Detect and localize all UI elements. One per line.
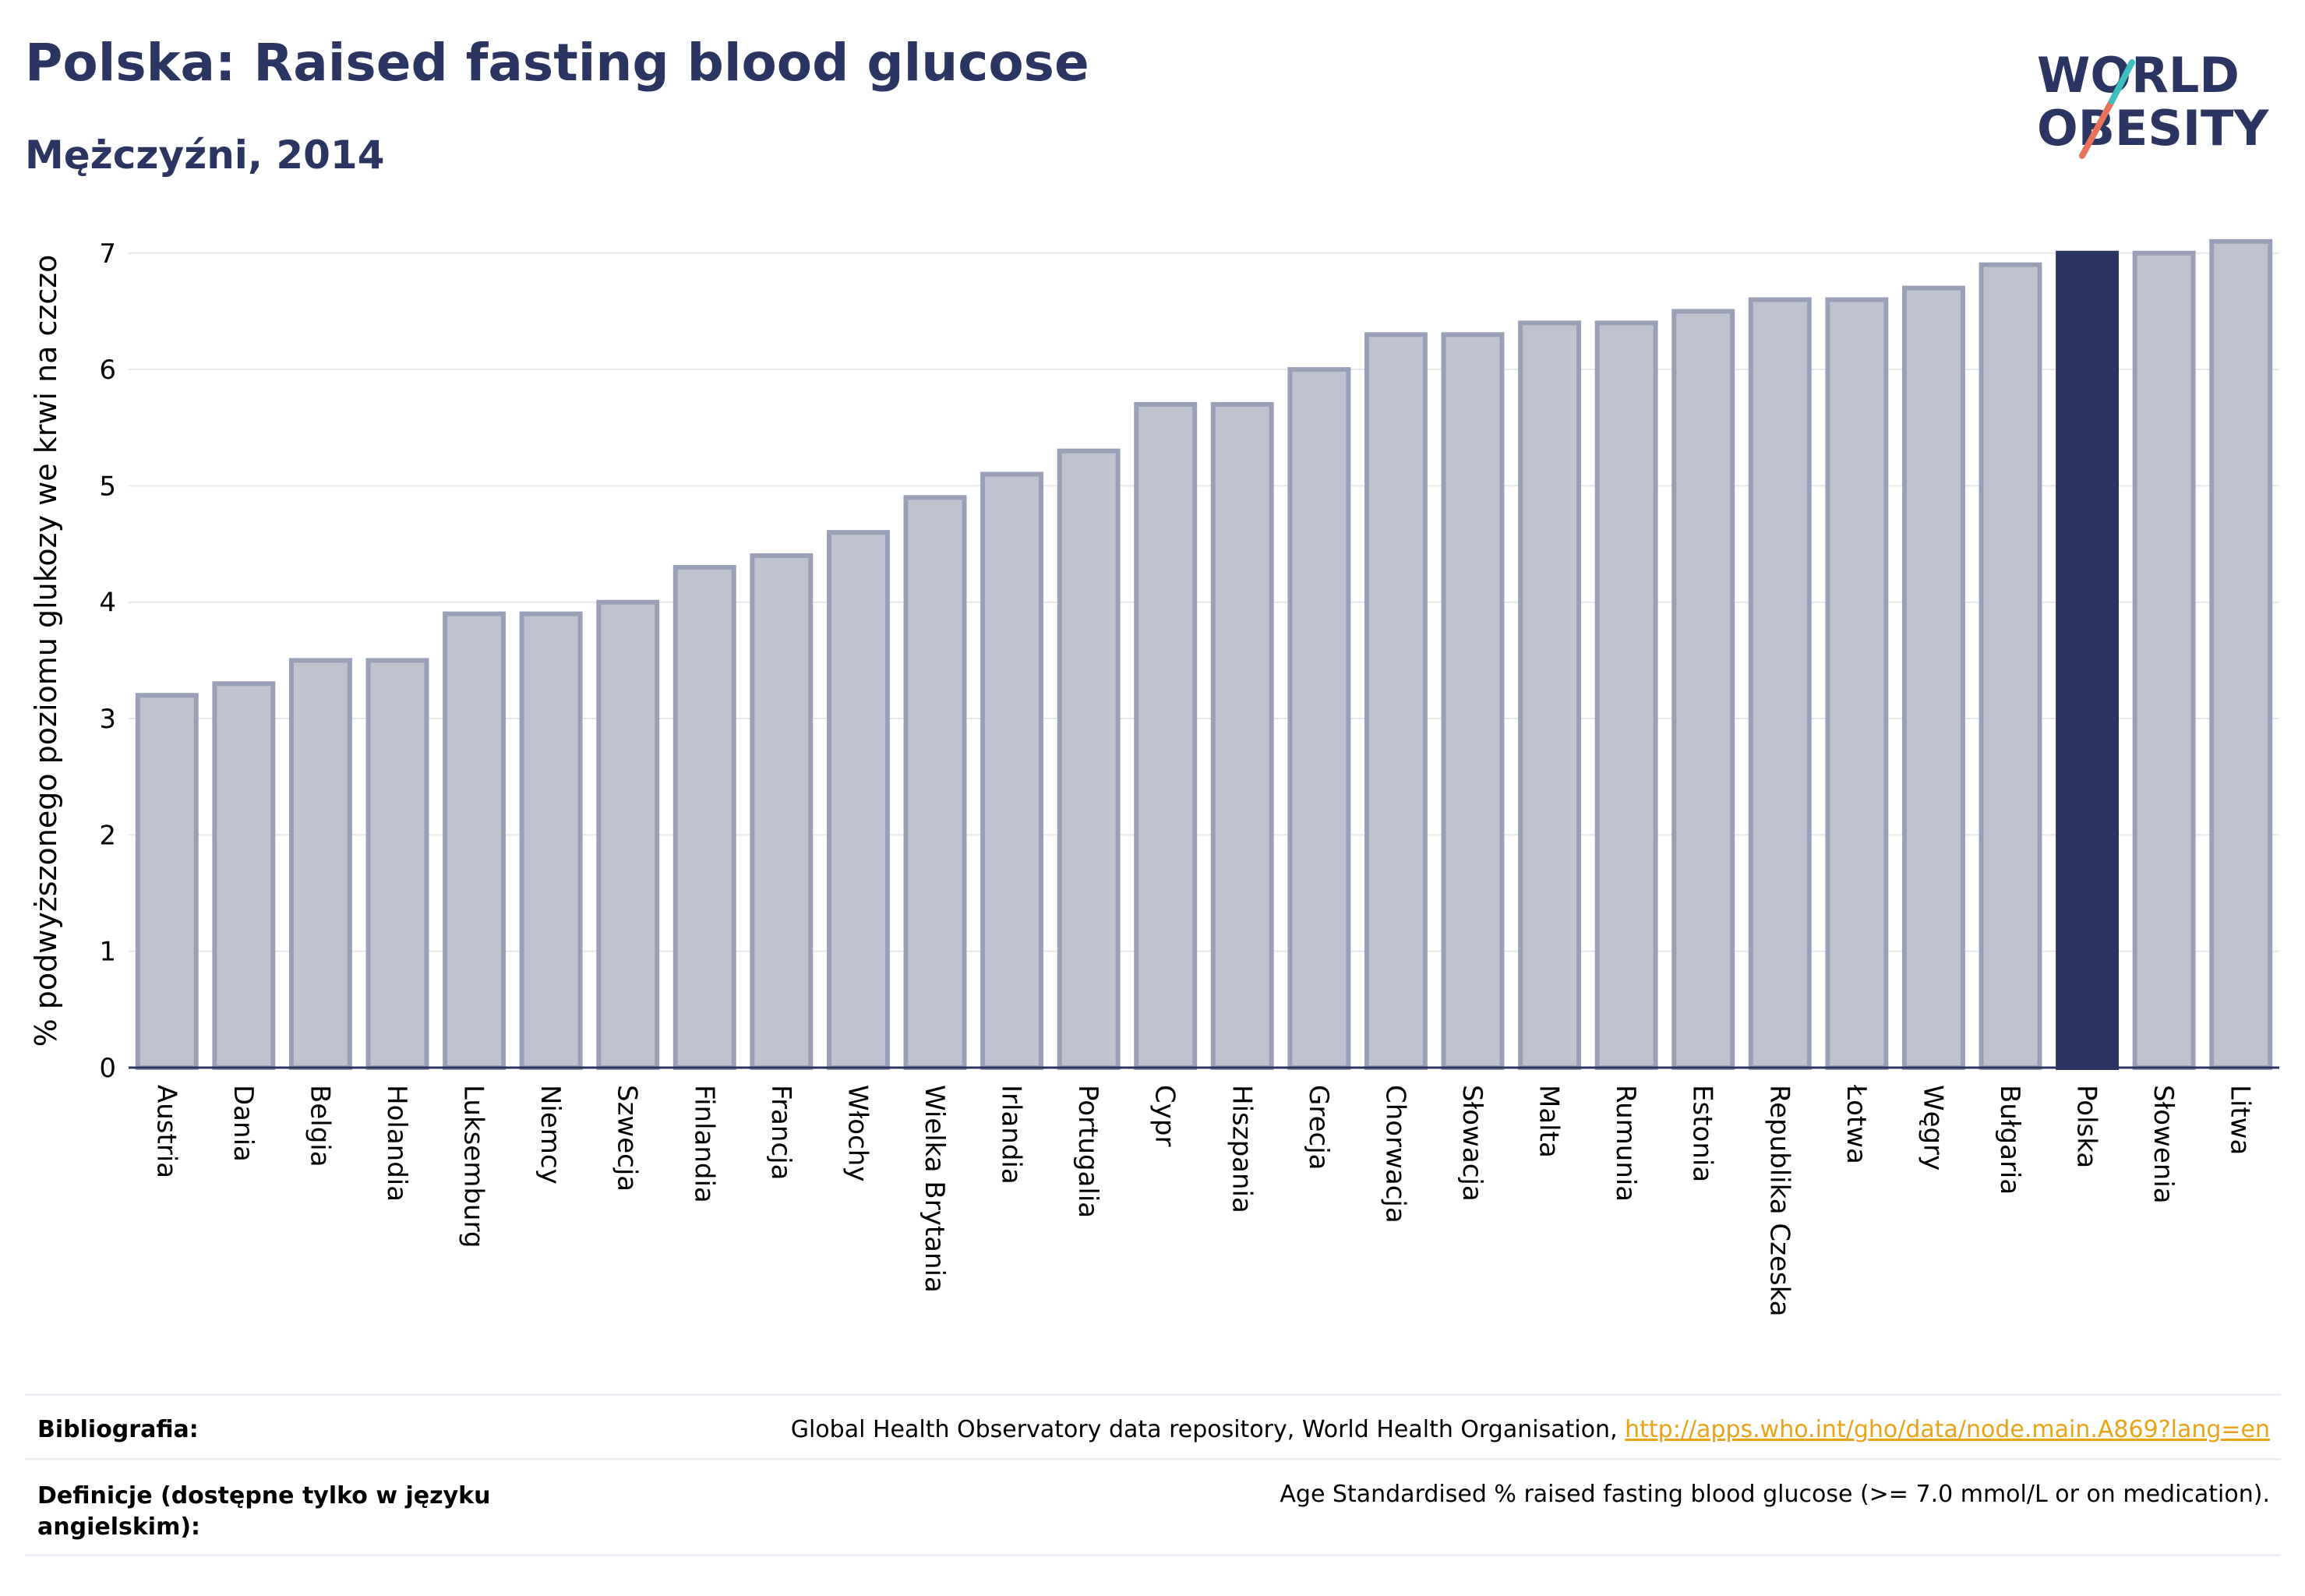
bar-finlandia bbox=[672, 564, 736, 1070]
y-tick-label: 6 bbox=[99, 355, 116, 386]
bar-holandia bbox=[365, 658, 429, 1070]
x-tick-label: Szwecja bbox=[612, 1085, 643, 1192]
x-tick-label: Słowenia bbox=[2148, 1085, 2179, 1204]
bar-estonia bbox=[1671, 309, 1735, 1071]
bar-polska bbox=[2056, 250, 2120, 1070]
x-tick-label: Włochy bbox=[842, 1085, 873, 1181]
y-axis-label: % podwyższonego poziomu glukozy we krwi … bbox=[29, 255, 63, 1047]
y-tick-label: 2 bbox=[99, 820, 116, 851]
y-tick-label: 7 bbox=[99, 238, 116, 270]
x-tick-label: Austria bbox=[150, 1085, 182, 1178]
x-tick-label: Niemcy bbox=[535, 1085, 566, 1185]
y-tick-label: 3 bbox=[99, 704, 116, 735]
x-tick-label: Portugalia bbox=[1072, 1085, 1103, 1218]
logo-slash-teal bbox=[2109, 59, 2135, 104]
definitions-value: Age Standardised % raised fasting blood … bbox=[1280, 1481, 2270, 1508]
bibliography-label: Bibliografia: bbox=[37, 1416, 199, 1443]
x-tick-label: Luksemburg bbox=[458, 1085, 489, 1248]
bibliography-row: Bibliografia: Global Health Observatory … bbox=[25, 1393, 2281, 1458]
bar-węgry bbox=[1901, 285, 1965, 1070]
bar-litwa bbox=[2209, 238, 2273, 1070]
bar-chart: 0 1 2 3 4 5 6 7 Austria Dania Belgia Holandia Lukse… bbox=[29, 238, 2279, 1317]
bar-włochy bbox=[826, 530, 890, 1070]
bibliography-value: Global Health Observatory data repositor… bbox=[791, 1416, 2270, 1443]
bar-francja bbox=[750, 553, 814, 1070]
bar-irlandia bbox=[980, 471, 1044, 1070]
x-tick-label: Irlandia bbox=[996, 1085, 1027, 1185]
x-tick-label: Litwa bbox=[2225, 1085, 2256, 1155]
x-tick-label: Grecja bbox=[1303, 1085, 1334, 1170]
bar-szwecja bbox=[596, 599, 660, 1070]
bar-austria bbox=[135, 693, 199, 1070]
bar-cypr bbox=[1134, 401, 1198, 1070]
x-tick-label: Holandia bbox=[381, 1085, 412, 1202]
y-tick-label: 5 bbox=[99, 471, 116, 502]
x-tick-label: Estonia bbox=[1687, 1085, 1718, 1182]
bar-portugalia bbox=[1057, 448, 1121, 1070]
y-tick-label: 4 bbox=[99, 588, 116, 619]
bar-łotwa bbox=[1825, 297, 1889, 1070]
bar-belgia bbox=[288, 658, 352, 1070]
bibliography-link[interactable]: http://apps.who.int/gho/data/node.main.A… bbox=[1625, 1416, 2270, 1443]
bar-republika-czeska bbox=[1748, 297, 1812, 1070]
bar-grecja bbox=[1287, 367, 1351, 1070]
bar-luksemburg bbox=[443, 611, 507, 1070]
x-tick-label: Węgry bbox=[1917, 1085, 1948, 1171]
bars bbox=[135, 238, 2273, 1071]
x-tick-label: Belgia bbox=[304, 1085, 335, 1167]
logo-line2: OBESITY bbox=[2037, 100, 2269, 157]
bar-hiszpania bbox=[1210, 401, 1274, 1070]
y-tick-label: 0 bbox=[99, 1053, 116, 1084]
chart-subtitle: Mężczyźni, 2014 bbox=[25, 132, 385, 178]
world-obesity-logo: WORLD OBESITY bbox=[2037, 47, 2269, 159]
x-tick-label: Polska bbox=[2071, 1085, 2102, 1168]
logo-line1: WORLD bbox=[2037, 47, 2240, 104]
x-tick-label: Cypr bbox=[1149, 1085, 1181, 1146]
x-tick-label: Słowacja bbox=[1456, 1085, 1488, 1202]
x-tick-label: Dania bbox=[228, 1085, 259, 1162]
x-tick-label: Republika Czeska bbox=[1763, 1085, 1795, 1317]
x-tick-labels: Austria Dania Belgia Holandia Luksemburg Niem… bbox=[150, 1084, 2255, 1317]
x-tick-label: Wielka Brytania bbox=[919, 1085, 950, 1293]
x-tick-label: Hiszpania bbox=[1226, 1085, 1257, 1213]
x-tick-label: Chorwacja bbox=[1379, 1085, 1410, 1223]
y-tick-labels: 0 1 2 3 4 5 6 7 bbox=[99, 238, 116, 1084]
x-tick-label: Malta bbox=[1534, 1085, 1565, 1158]
y-tick-label: 1 bbox=[99, 937, 116, 968]
definitions-label: Definicje (dostępne tylko w języku angie… bbox=[37, 1482, 491, 1541]
bar-rumunia bbox=[1594, 320, 1658, 1071]
bar-słowenia bbox=[2132, 250, 2196, 1070]
chart-title: Polska: Raised fasting blood glucose bbox=[25, 33, 1089, 93]
x-tick-label: Rumunia bbox=[1610, 1085, 1641, 1202]
x-tick-label: Bułgaria bbox=[1994, 1085, 2025, 1195]
bar-malta bbox=[1518, 320, 1582, 1071]
x-tick-label: Francja bbox=[765, 1085, 796, 1180]
bibliography-text: Global Health Observatory data repositor… bbox=[790, 1416, 1626, 1443]
bar-bułgaria bbox=[1978, 262, 2042, 1070]
bar-dania bbox=[212, 681, 276, 1070]
bar-niemcy bbox=[519, 611, 583, 1070]
logo-slash-coral bbox=[2079, 98, 2115, 159]
bar-słowacja bbox=[1441, 332, 1505, 1070]
x-tick-label: Łotwa bbox=[1841, 1084, 1872, 1164]
definitions-row: Definicje (dostępne tylko w języku angie… bbox=[25, 1458, 2281, 1556]
bar-chorwacja bbox=[1364, 332, 1428, 1070]
x-tick-label: Finlandia bbox=[688, 1085, 719, 1203]
bar-wielka-brytania bbox=[903, 495, 967, 1070]
